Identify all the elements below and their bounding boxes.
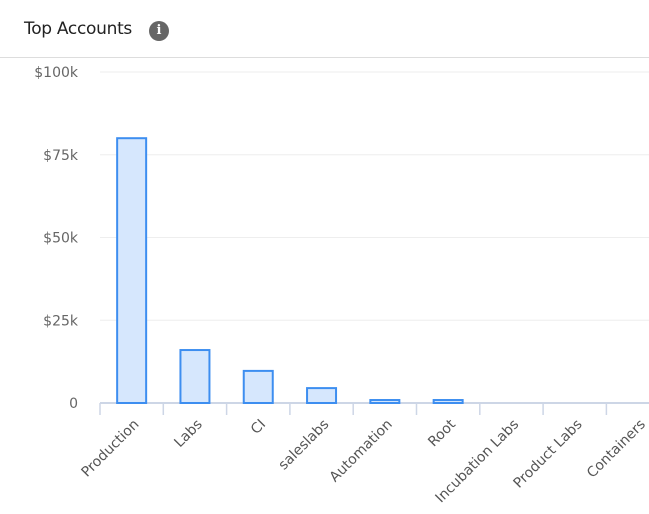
bar xyxy=(369,399,401,404)
card-title: Top Accounts xyxy=(24,19,132,39)
x-category-label: CI xyxy=(248,417,269,438)
y-tick-label: $25k xyxy=(43,313,79,329)
y-tick-label: $50k xyxy=(43,231,79,247)
x-category-label: Root xyxy=(425,416,459,450)
bar xyxy=(306,387,338,405)
bar xyxy=(242,369,274,405)
bar xyxy=(179,349,211,405)
x-category-label: Automation xyxy=(327,417,396,486)
info-icon[interactable]: i xyxy=(149,21,169,41)
x-category-label: Production xyxy=(78,417,142,481)
y-tick-label: 0 xyxy=(69,396,78,412)
x-category-label: Labs xyxy=(171,417,205,451)
x-category-label: saleslabs xyxy=(276,417,333,474)
card-header: Top Accounts i xyxy=(0,0,649,58)
bar xyxy=(116,137,148,404)
x-category-label: Containers xyxy=(584,417,649,482)
y-tick-label: $75k xyxy=(43,148,79,164)
y-tick-label: $100k xyxy=(34,65,79,81)
bar xyxy=(432,399,464,404)
